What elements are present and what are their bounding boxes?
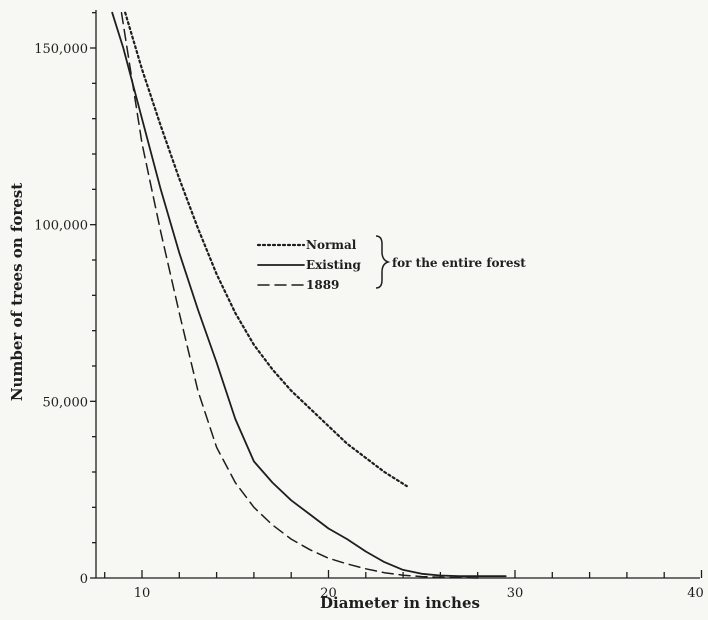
- y-tick-label: 100,000: [34, 219, 88, 234]
- series-line-1889: [120, 11, 479, 579]
- x-tick-label: 10: [134, 586, 151, 601]
- series-line-normal: [124, 11, 408, 488]
- x-axis-title: Diameter in inches: [320, 594, 480, 612]
- x-tick-label: 40: [687, 586, 704, 601]
- series-line-existing: [111, 11, 507, 578]
- legend-label-normal: Normal: [306, 238, 357, 252]
- legend-group-label: for the entire forest: [392, 256, 526, 270]
- legend-label-1889: 1889: [306, 278, 339, 292]
- legend-brace: [375, 235, 391, 289]
- y-tick-label: 0: [80, 572, 88, 587]
- y-tick-label: 50,000: [43, 395, 89, 410]
- x-tick-label: 30: [507, 586, 524, 601]
- legend-label-existing: Existing: [306, 258, 361, 272]
- y-axis-title: Number of trees on forest: [8, 183, 26, 401]
- y-tick-label: 150,000: [34, 42, 88, 57]
- axes: 0 50,000 100,000 150,000 10 20 30 40: [34, 10, 704, 601]
- series-layer: [111, 11, 507, 579]
- x-tick-label: 20: [320, 586, 337, 601]
- legend: Normal Existing 1889 for the entire forest: [256, 235, 526, 292]
